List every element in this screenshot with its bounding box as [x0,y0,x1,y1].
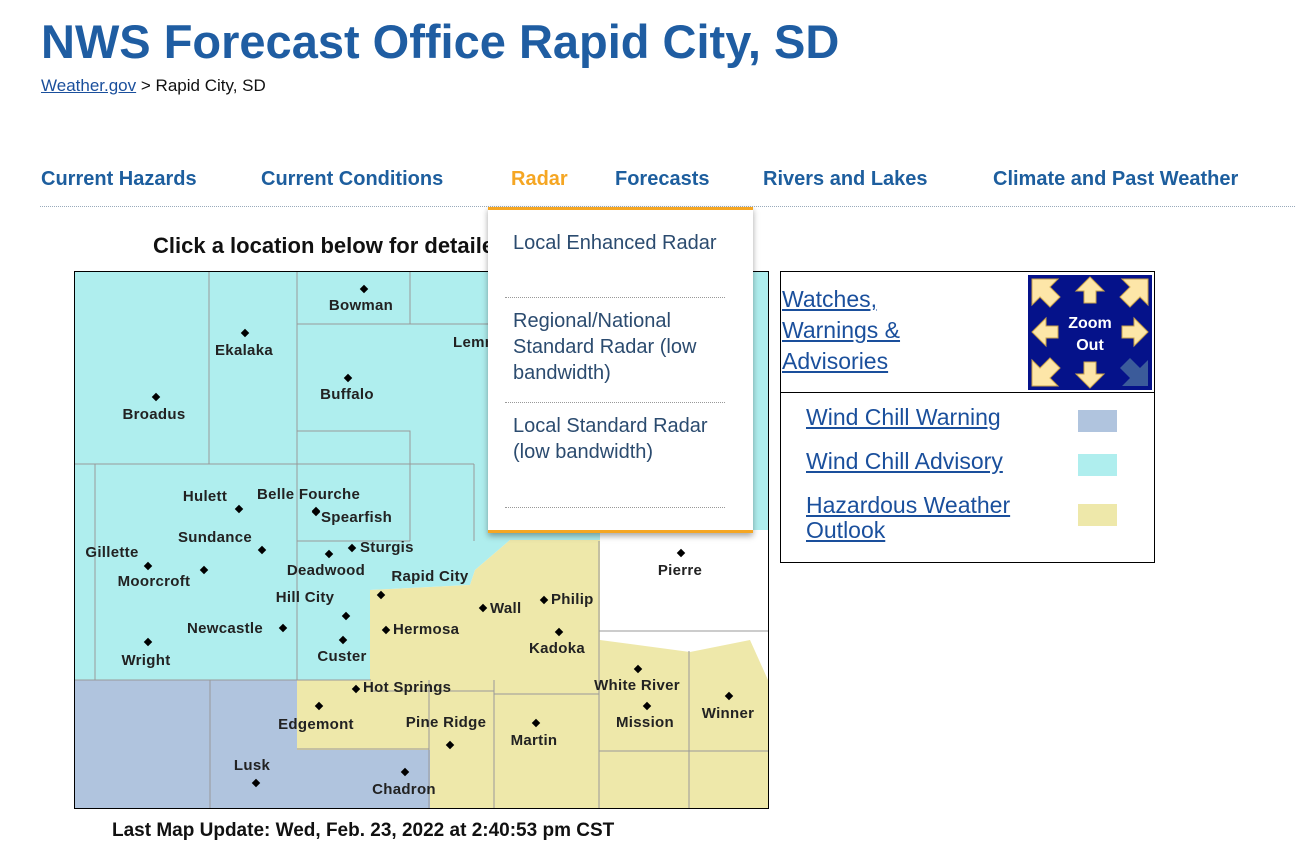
legend-header: Watches, Warnings & Advisories Zoom Out [781,272,1154,393]
city-dot [376,590,386,600]
city-dot [234,504,244,514]
city-dot [381,625,391,635]
breadcrumb: Weather.gov > Rapid City, SD [41,76,266,96]
city-label[interactable]: Spearfish [321,509,392,526]
county-lines [75,272,768,808]
city-label[interactable]: Lusk [234,757,271,774]
city-label[interactable]: Hulett [183,488,227,505]
nav-divider [40,206,1295,207]
nav-item[interactable]: Forecasts [615,168,710,190]
dropdown-item[interactable]: Local Enhanced Radar [513,232,717,254]
city-label[interactable]: Belle Fourche [257,486,360,503]
outlook-region [297,540,768,808]
city-label[interactable]: Winner [702,705,755,722]
breadcrumb-current: Rapid City, SD [155,76,266,95]
legend-swatch [1078,454,1117,476]
city-label[interactable]: Wright [121,652,170,669]
city-dot [400,767,410,777]
zoom-label: Zoom Out [1068,315,1112,354]
city-label[interactable]: Pine Ridge [406,714,487,731]
legend-item-link[interactable]: Wind Chill Warning [806,404,1001,430]
legend-item-link[interactable]: Hazardous Weather Outlook [806,492,1011,543]
nav-item[interactable]: Current Conditions [261,168,444,190]
city-label[interactable]: Broadus [123,406,186,423]
page-title: NWS Forecast Office Rapid City, SD [41,15,840,68]
city-label[interactable]: Rapid City [391,568,469,585]
city-dot [445,740,455,750]
city-label[interactable]: Newcastle [187,620,263,637]
city-dot [338,635,348,645]
legend-panel: Watches, Warnings & Advisories Zoom Out [780,271,1155,563]
breadcrumb-separator: > [140,76,151,95]
city-label[interactable]: Hot Springs [363,679,451,696]
city-dot [311,507,321,517]
dropdown-item[interactable]: Regional/National Standard Radar (low ba… [513,310,697,384]
city-dot [240,328,250,338]
zoom-arrows [1031,276,1149,389]
city-dot [257,545,267,555]
legend-swatch [1078,410,1117,432]
zoom-out-button[interactable]: Zoom Out [1028,275,1152,390]
city-label[interactable]: Sundance [178,529,252,546]
city-dot [324,549,334,559]
legend-item-link[interactable]: Wind Chill Advisory [806,448,1003,474]
nav-item[interactable]: Climate and Past Weather [993,168,1239,190]
city-label[interactable]: Martin [511,732,558,749]
breadcrumb-home[interactable]: Weather.gov [41,76,137,95]
dropdown-separator [505,297,725,298]
city-dot [347,543,357,553]
city-dot [278,623,288,633]
city-label[interactable]: Mission [616,714,674,731]
legend-swatch [1078,504,1117,526]
city-dot [351,684,361,694]
city-label[interactable]: Kadoka [529,640,585,657]
city-label[interactable]: Deadwood [287,562,365,579]
city-label[interactable]: Buffalo [320,386,374,403]
dropdown-separator [505,507,725,508]
nav-item[interactable]: Rivers and Lakes [763,168,928,190]
city-label[interactable]: White River [594,677,680,694]
city-label[interactable]: Philip [551,591,594,608]
city-label[interactable]: Custer [317,648,366,665]
radar-dropdown: Local Enhanced Radar Regional/National St… [488,207,753,533]
warning-region [75,680,430,808]
dropdown-item[interactable]: Local Standard Radar (low bandwidth) [513,415,708,463]
city-label[interactable]: Wall [490,600,521,617]
city-dot [314,701,324,711]
city-label[interactable]: Gillette [85,544,138,561]
city-label[interactable]: Chadron [372,781,436,798]
nav-item[interactable]: Radar [511,168,568,190]
legend-heading-link[interactable]: Watches, Warnings & Advisories [782,286,901,374]
city-label[interactable]: Edgemont [278,716,354,733]
map-border [74,271,769,809]
city-label[interactable]: Pierre [658,562,702,579]
city-label[interactable]: Sturgis [360,539,414,556]
map-update: Last Map Update: Wed, Feb. 23, 2022 at 2… [112,820,615,841]
city-dot [478,603,488,613]
city-label[interactable]: Bowman [329,297,393,314]
dropdown-separator [505,402,725,403]
city-dot [341,611,351,621]
city-label[interactable]: Ekalaka [215,342,273,359]
city-label[interactable]: Hermosa [393,621,460,638]
nav-item[interactable]: Current Hazards [41,168,197,190]
city-label[interactable]: Moorcroft [118,573,191,590]
city-dot [359,284,369,294]
city-dot [151,392,161,402]
city-label[interactable]: Hill City [276,589,335,606]
city-dot [343,373,353,383]
